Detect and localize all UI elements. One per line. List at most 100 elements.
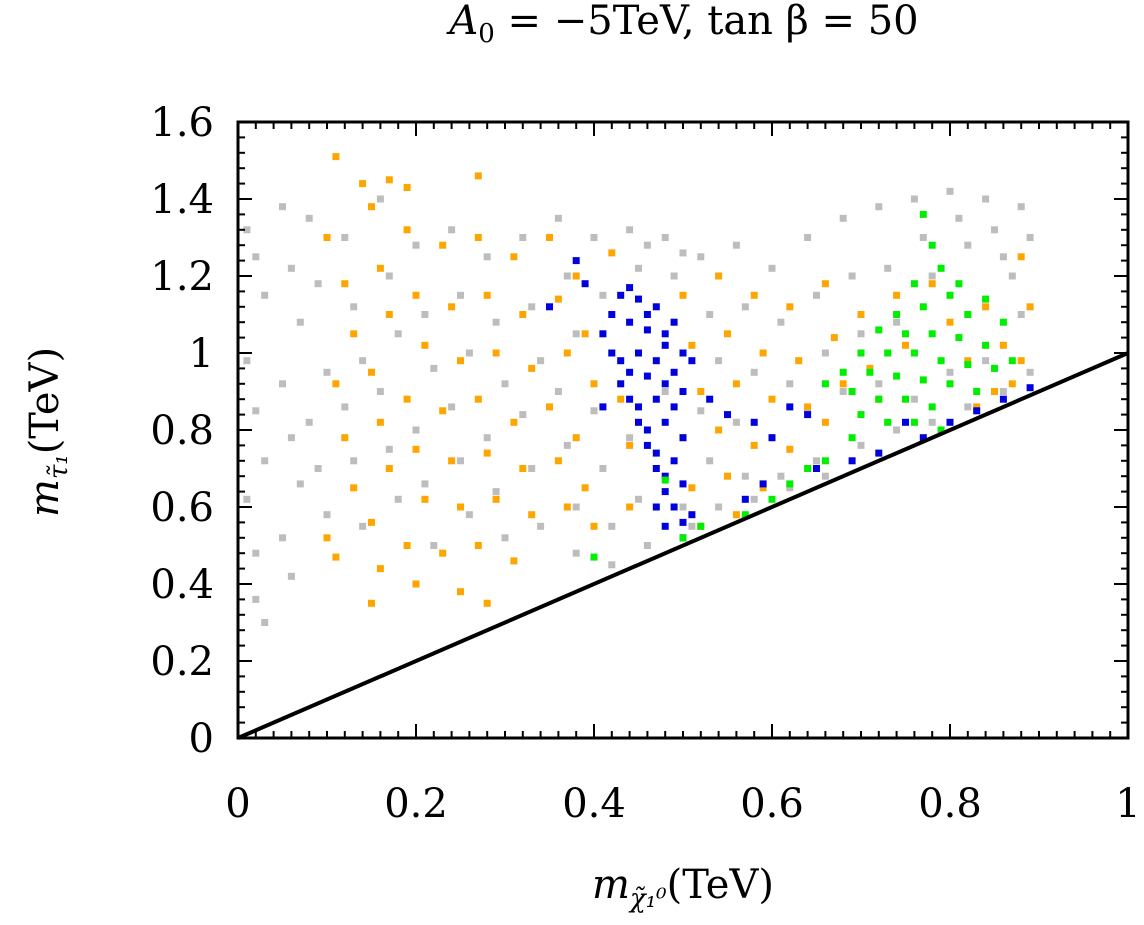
- orange-point: [724, 330, 731, 338]
- blue-point: [599, 330, 607, 338]
- gray-point: [1017, 203, 1025, 211]
- orange-point: [866, 364, 874, 372]
- orange-point: [385, 465, 393, 472]
- blue-point: [635, 349, 642, 357]
- green-point: [821, 380, 829, 388]
- gray-point: [243, 357, 251, 365]
- ticks-layer: [237, 121, 1129, 739]
- gray-point: [554, 214, 562, 222]
- orange-point: [448, 457, 456, 465]
- gray-point: [528, 303, 536, 311]
- orange-point: [332, 380, 340, 388]
- green-point: [999, 318, 1007, 326]
- gray-point: [1026, 368, 1034, 376]
- y-axis-label-symbol: m: [22, 479, 68, 517]
- blue-point: [635, 418, 642, 426]
- orange-point: [421, 495, 429, 503]
- blue-point: [902, 418, 909, 426]
- orange-point: [554, 457, 562, 465]
- orange-point: [999, 341, 1007, 349]
- gray-point: [777, 318, 785, 326]
- gray-point: [243, 495, 251, 503]
- gray-point: [279, 380, 286, 388]
- blue-point: [652, 503, 660, 511]
- y-axis-label-subscript: τ̃₁: [44, 454, 74, 479]
- gray-point: [421, 480, 429, 488]
- gray-point: [385, 272, 393, 280]
- gray-point: [287, 572, 295, 580]
- gray-point: [323, 368, 331, 376]
- gray-point: [599, 465, 607, 472]
- orange-point: [403, 184, 411, 191]
- gray-point: [626, 226, 634, 234]
- blue-point: [919, 434, 927, 442]
- gray-point: [492, 488, 500, 496]
- x-axis-label: mχ̃₁⁰(TeV): [592, 862, 774, 914]
- gray-point: [465, 511, 473, 519]
- gray-point: [590, 407, 598, 415]
- x-tick-label: 0.8: [918, 781, 982, 827]
- orange-point: [581, 330, 589, 338]
- green-point: [884, 418, 892, 426]
- gray-point: [893, 426, 901, 434]
- green-point: [928, 403, 936, 411]
- gray-point: [261, 619, 269, 626]
- green-point: [697, 522, 705, 530]
- green-point: [821, 457, 829, 465]
- blue-point: [652, 449, 660, 457]
- green-point: [590, 553, 598, 561]
- orange-point: [350, 330, 358, 338]
- blue-point: [724, 411, 731, 419]
- x-tick-label: 0.4: [562, 781, 626, 827]
- gray-point: [572, 503, 580, 511]
- orange-point: [448, 303, 456, 311]
- blue-point: [581, 280, 589, 288]
- blue-point: [661, 341, 669, 349]
- y-tick-label: 0: [189, 716, 214, 762]
- green-point: [1008, 357, 1016, 365]
- green-point: [946, 380, 954, 388]
- orange-point: [554, 295, 562, 303]
- blue-point: [759, 480, 767, 488]
- gray-point: [928, 418, 936, 426]
- orange-point: [759, 349, 767, 357]
- gray-point: [750, 368, 758, 376]
- orange-point: [893, 291, 901, 299]
- blue-point: [786, 403, 794, 411]
- gray-point: [608, 522, 616, 530]
- orange-point: [928, 280, 936, 288]
- orange-point: [376, 565, 384, 573]
- gray-point: [697, 253, 705, 261]
- orange-point: [439, 241, 447, 249]
- orange-point: [973, 403, 981, 411]
- gray-point: [910, 395, 918, 403]
- green-point: [937, 357, 945, 365]
- blue-point: [679, 434, 687, 442]
- orange-point: [385, 311, 393, 318]
- gray-point: [804, 407, 812, 415]
- gray-point: [706, 311, 714, 318]
- orange-point: [403, 395, 411, 403]
- gray-point: [635, 495, 642, 503]
- gray-point: [590, 234, 598, 241]
- orange-point: [715, 272, 723, 280]
- green-point: [910, 280, 918, 288]
- gray-point: [412, 241, 420, 249]
- gray-point: [563, 441, 571, 449]
- orange-point: [341, 434, 349, 442]
- y-tick-label: 1.6: [150, 100, 214, 146]
- gray-point: [412, 426, 420, 434]
- x-tick-label: 0.6: [740, 781, 804, 827]
- gray-point: [563, 272, 571, 280]
- gray-point: [982, 357, 990, 365]
- orange-point: [483, 449, 491, 457]
- orange-point: [626, 441, 634, 449]
- orange-point: [474, 542, 482, 549]
- y-tick-label: 1.2: [150, 254, 214, 300]
- gray-point: [661, 234, 669, 241]
- gray-point: [279, 203, 286, 211]
- gray-point: [821, 349, 829, 357]
- orange-point: [821, 280, 829, 288]
- orange-point: [546, 403, 553, 411]
